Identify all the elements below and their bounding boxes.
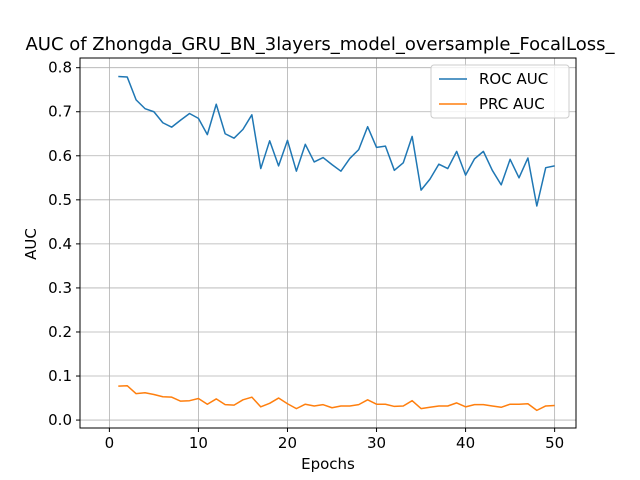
x-tick-label: 0 bbox=[105, 434, 115, 452]
plot-frame bbox=[79, 57, 577, 429]
series-line-0 bbox=[118, 75, 555, 207]
series-line-1 bbox=[118, 384, 555, 412]
y-axis-label: AUC bbox=[22, 228, 40, 260]
legend-label: ROC AUC bbox=[479, 70, 548, 88]
x-tick-label: 40 bbox=[456, 434, 475, 452]
chart-title: AUC of Zhongda_GRU_BN_3layers_model_over… bbox=[25, 34, 615, 55]
y-tick-label: 0.2 bbox=[48, 323, 72, 341]
x-tick-label: 30 bbox=[367, 434, 386, 452]
y-tick-label: 0.1 bbox=[48, 367, 72, 385]
x-tick-label: 50 bbox=[545, 434, 564, 452]
y-tick-label: 0.5 bbox=[48, 191, 72, 209]
legend-label: PRC AUC bbox=[479, 95, 545, 113]
y-tick-label: 0.4 bbox=[48, 235, 72, 253]
x-tick-label: 10 bbox=[189, 434, 208, 452]
y-tick-label: 0.0 bbox=[48, 411, 72, 429]
plot-series bbox=[118, 75, 555, 412]
axis-ticks: 0 10 20 30 40 50 0.0 0.1 0.2 0.3 0.4 0.5 0.6 0.7 0.8 bbox=[48, 59, 564, 452]
legend: ROC AUC PRC AUC bbox=[430, 64, 570, 119]
x-axis-label: Epochs bbox=[301, 455, 355, 473]
y-tick-label: 0.8 bbox=[48, 59, 72, 77]
grid-lines bbox=[80, 58, 576, 428]
x-tick-label: 20 bbox=[278, 434, 297, 452]
y-tick-label: 0.3 bbox=[48, 279, 72, 297]
y-tick-label: 0.7 bbox=[48, 103, 72, 121]
y-tick-label: 0.6 bbox=[48, 147, 72, 165]
